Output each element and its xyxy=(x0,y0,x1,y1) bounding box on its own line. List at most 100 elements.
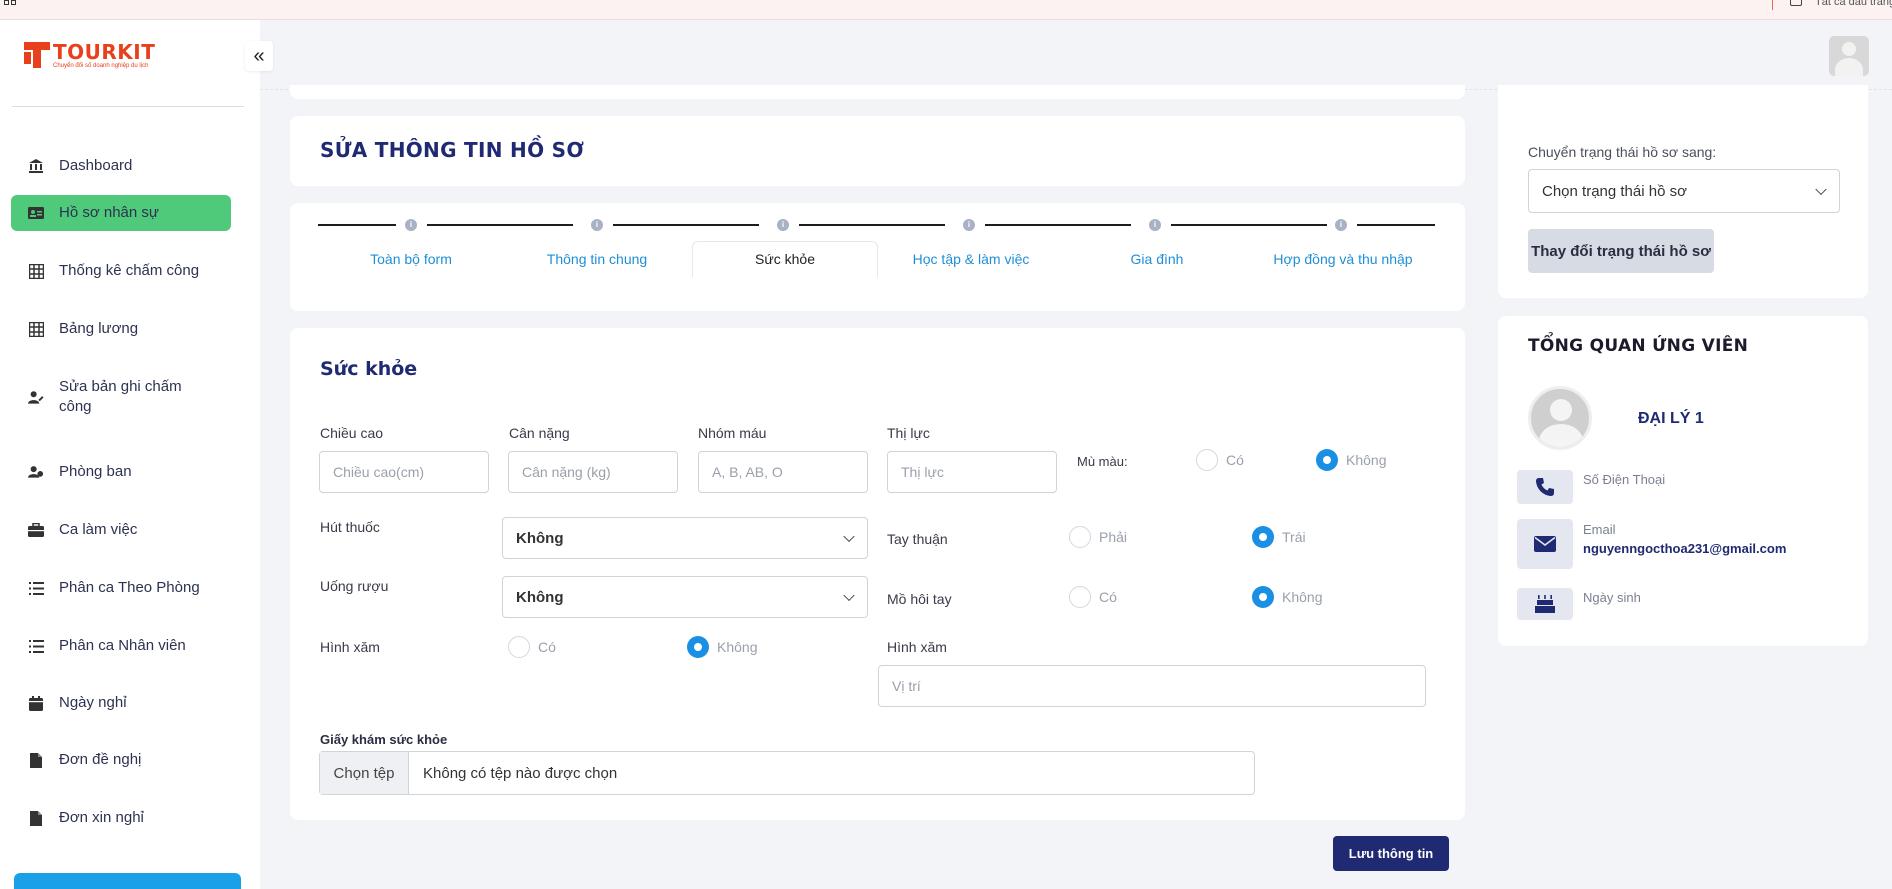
tab-hop-dong-thu-nhap[interactable]: Hợp đồng và thu nhập xyxy=(1273,251,1413,267)
sidebar-item-phong-ban[interactable]: Phòng ban xyxy=(11,462,231,482)
sidebar-item-bang-luong[interactable]: Bảng lương xyxy=(11,319,231,339)
list-icon xyxy=(28,638,44,654)
sweaty-hands-yes-label: Có xyxy=(1099,589,1117,605)
tattoo-location-input[interactable]: Vị trí xyxy=(878,665,1426,707)
email-value[interactable]: nguyenngocthoa231@gmail.com xyxy=(1583,541,1787,556)
change-status-button[interactable]: Thay đổi trạng thái hồ sơ xyxy=(1528,229,1714,273)
tattoo-label: Hình xăm xyxy=(320,639,380,655)
sidebar-item-ngay-nghi[interactable]: Ngày nghỉ xyxy=(11,693,231,713)
all-bookmarks-label[interactable]: Tất cả dấu trang xyxy=(1815,0,1892,8)
table-icon xyxy=(28,321,44,337)
step-line xyxy=(799,224,945,226)
candidate-name: ĐẠI LÝ 1 xyxy=(1638,410,1704,427)
bookmark-bar: Tất cả dấu trang xyxy=(0,0,1892,20)
tattoo-yes-label: Có xyxy=(538,639,556,655)
bank-icon xyxy=(28,158,44,174)
page-title: SỬA THÔNG TIN HỒ SƠ xyxy=(320,138,585,162)
tattoo-yes-radio[interactable] xyxy=(508,636,530,658)
brand-tagline: Chuyển đổi số doanh nghiệp du lịch xyxy=(53,63,149,69)
handedness-left-radio[interactable] xyxy=(1252,526,1274,548)
sidebar-item-label: Phân ca Nhân viên xyxy=(59,637,186,654)
tab-suc-khoe[interactable]: Sức khỏe xyxy=(755,251,815,267)
health-certificate-file-input[interactable]: Chọn tệp Không có tệp nào được chọn xyxy=(319,751,1255,795)
vision-input[interactable]: Thị lực xyxy=(887,451,1057,493)
stepper-card: i i i i i i Toàn bộ form Thông tin chung… xyxy=(290,203,1465,311)
sidebar-item-label: Thống kê chấm công xyxy=(59,262,200,279)
sweaty-hands-no-radio[interactable] xyxy=(1252,586,1274,608)
weight-label: Cân nặng xyxy=(509,425,570,441)
colorblind-label: Mù màu: xyxy=(1077,454,1128,469)
health-form-card: Sức khỏe Chiều cao Chiều cao(cm) Cân nặn… xyxy=(290,328,1465,820)
blood-type-label: Nhóm máu xyxy=(698,425,767,441)
handedness-right-radio[interactable] xyxy=(1069,526,1091,548)
dob-label: Ngày sinh xyxy=(1583,590,1641,605)
colorblind-no-label: Không xyxy=(1346,452,1387,468)
phone-icon xyxy=(1517,470,1573,504)
sidebar-item-ho-so-nhan-su[interactable]: Hồ sơ nhân sự xyxy=(11,195,231,231)
colorblind-yes-radio[interactable] xyxy=(1196,449,1218,471)
tattoo-no-label: Không xyxy=(717,639,758,655)
drinking-label: Uống rượu xyxy=(320,578,389,594)
status-select-value: Chọn trạng thái hồ sơ xyxy=(1542,182,1687,200)
chevron-down-icon xyxy=(1815,183,1827,196)
step-line xyxy=(985,224,1131,226)
id-card-icon xyxy=(28,205,44,221)
tab-toan-bo-form[interactable]: Toàn bộ form xyxy=(370,251,452,267)
info-icon: i xyxy=(963,219,975,231)
tattoo-location-label: Hình xăm xyxy=(887,639,947,655)
tab-gia-dinh[interactable]: Gia đình xyxy=(1130,251,1184,267)
title-card: SỬA THÔNG TIN HỒ SƠ xyxy=(290,116,1465,186)
brand-logo[interactable]: TOURKIT Chuyển đổi số doanh nghiệp du lị… xyxy=(24,42,155,69)
tattoo-no-radio[interactable] xyxy=(687,636,709,658)
sidebar-item-thong-ke-cham-cong[interactable]: Thống kê chấm công xyxy=(11,261,231,281)
file-status-text: Không có tệp nào được chọn xyxy=(423,764,618,782)
sidebar-item-phan-ca-nhan-vien[interactable]: Phân ca Nhân viên xyxy=(11,636,231,656)
smoking-select[interactable]: Không xyxy=(502,517,868,559)
weight-input[interactable]: Cân nặng (kg) xyxy=(508,451,678,493)
section-title: Sức khỏe xyxy=(320,358,418,380)
blood-type-input[interactable]: A, B, AB, O xyxy=(698,451,868,493)
height-input[interactable]: Chiều cao(cm) xyxy=(319,451,489,493)
top-header xyxy=(260,20,1892,90)
step-line xyxy=(1357,224,1435,226)
sidebar-item-label: Ngày nghỉ xyxy=(59,694,127,711)
phone-label: Số Điện Thoại xyxy=(1583,472,1666,487)
handedness-right-label: Phải xyxy=(1099,529,1128,545)
status-select[interactable]: Chọn trạng thái hồ sơ xyxy=(1528,169,1840,213)
sidebar-item-dashboard[interactable]: Dashboard xyxy=(11,156,231,176)
file-icon xyxy=(28,810,44,826)
colorblind-yes-label: Có xyxy=(1226,452,1244,468)
handedness-label: Tay thuận xyxy=(887,531,948,547)
apps-icon[interactable] xyxy=(4,0,18,8)
collapse-sidebar-button[interactable]: « xyxy=(245,41,273,71)
email-label: Email xyxy=(1583,522,1616,537)
sidebar-item-phan-ca-theo-phong[interactable]: Phân ca Theo Phòng xyxy=(11,578,231,598)
envelope-icon xyxy=(1517,519,1573,569)
sidebar-item-label: Bảng lương xyxy=(59,320,139,337)
divider xyxy=(1772,0,1773,10)
sidebar-bottom-button[interactable] xyxy=(14,873,241,889)
step-line xyxy=(427,224,573,226)
save-info-button[interactable]: Lưu thông tin xyxy=(1333,836,1449,871)
vision-label: Thị lực xyxy=(887,425,930,441)
bookmarks-folder-icon[interactable] xyxy=(1790,0,1802,6)
info-icon: i xyxy=(405,219,417,231)
drinking-select[interactable]: Không xyxy=(502,576,868,618)
choose-file-button[interactable]: Chọn tệp xyxy=(320,752,409,794)
user-avatar[interactable] xyxy=(1829,36,1869,76)
users-icon xyxy=(28,464,44,480)
sidebar-item-sua-ban-ghi-cham-cong[interactable]: Sửa bản ghi chấm công xyxy=(11,377,211,417)
sidebar-item-don-de-nghi[interactable]: Đơn đề nghị xyxy=(11,750,231,770)
tab-hoc-tap-lam-viec[interactable]: Học tập & làm việc xyxy=(912,251,1030,267)
colorblind-no-radio[interactable] xyxy=(1316,449,1338,471)
sweaty-hands-yes-radio[interactable] xyxy=(1069,586,1091,608)
briefcase-icon xyxy=(28,522,44,538)
step-line xyxy=(1171,224,1327,226)
sidebar-item-don-xin-nghi[interactable]: Đơn xin nghỉ xyxy=(11,808,231,828)
overview-title: TỔNG QUAN ỨNG VIÊN xyxy=(1528,336,1749,356)
status-card: Chuyển trạng thái hồ sơ sang: Chọn trạng… xyxy=(1498,85,1868,298)
tab-thong-tin-chung[interactable]: Thông tin chung xyxy=(546,251,648,267)
sidebar-item-label: Phòng ban xyxy=(59,463,132,480)
step-line xyxy=(613,224,759,226)
sidebar-item-ca-lam-viec[interactable]: Ca làm việc xyxy=(11,520,231,540)
